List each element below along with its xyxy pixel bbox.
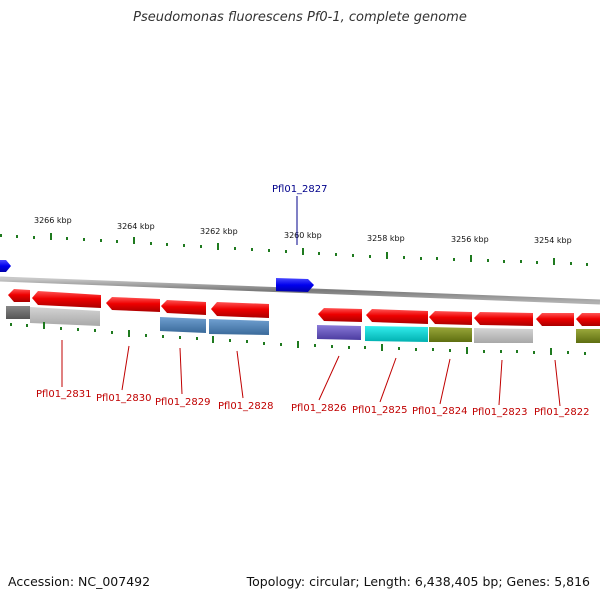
gene-arrow-pfl01-2827[interactable] <box>276 278 314 292</box>
cog-block[interactable] <box>576 329 600 343</box>
cog-block[interactable] <box>474 328 533 343</box>
gene-arrow[interactable] <box>161 300 206 315</box>
gene-arrow[interactable] <box>366 309 428 324</box>
outer-scale-ticks <box>0 233 588 266</box>
scale-label: 3260 kbp <box>284 231 322 240</box>
cog-block[interactable] <box>365 326 428 342</box>
gene-arrow[interactable] <box>106 297 160 312</box>
gene-label[interactable]: Pfl01_2824 <box>412 406 468 417</box>
gene-label[interactable]: Pfl01_2828 <box>218 401 274 412</box>
gene-arrow[interactable] <box>318 308 362 322</box>
gene-arrow[interactable] <box>8 289 30 302</box>
map-title: Pseudomonas fluorescens Pf0-1, complete … <box>133 10 467 25</box>
cog-block[interactable] <box>209 319 269 335</box>
gene-label[interactable]: Pfl01_2822 <box>534 407 590 418</box>
gene-arrow[interactable] <box>429 311 472 325</box>
gene-label-pfl01-2827[interactable]: Pfl01_2827 <box>272 184 328 195</box>
cog-block[interactable] <box>30 307 100 326</box>
gene-arrow[interactable] <box>576 313 600 326</box>
gene-label[interactable]: Pfl01_2823 <box>472 407 528 418</box>
cog-block[interactable] <box>429 327 472 342</box>
genome-summary: Topology: circular; Length: 6,438,405 bp… <box>246 574 590 589</box>
gene-label[interactable]: Pfl01_2826 <box>291 403 347 414</box>
scale-label: 3264 kbp <box>117 222 155 231</box>
gene-arrow[interactable] <box>474 312 533 326</box>
scale-label: 3254 kbp <box>534 236 572 245</box>
callout-lines <box>61 340 561 407</box>
gene-arrow[interactable] <box>211 302 269 318</box>
cog-block[interactable] <box>6 306 30 319</box>
gene-label[interactable]: Pfl01_2830 <box>96 393 152 404</box>
gene-label[interactable]: Pfl01_2825 <box>352 405 408 416</box>
gene-arrow[interactable] <box>32 291 101 308</box>
accession-label: Accession: NC_007492 <box>8 574 151 589</box>
scale-label: 3258 kbp <box>367 234 405 243</box>
cog-block[interactable] <box>317 325 361 340</box>
scale-label: 3266 kbp <box>34 216 72 225</box>
scale-label: 3262 kbp <box>200 227 238 236</box>
scale-label: 3256 kbp <box>451 235 489 244</box>
gene-label[interactable]: Pfl01_2829 <box>155 397 211 408</box>
gene-label[interactable]: Pfl01_2831 <box>36 389 92 400</box>
gene-arrow[interactable] <box>536 313 574 326</box>
cog-block[interactable] <box>160 317 206 333</box>
inner-scale-ticks <box>10 322 586 355</box>
forward-gene-arrow[interactable] <box>0 260 11 272</box>
